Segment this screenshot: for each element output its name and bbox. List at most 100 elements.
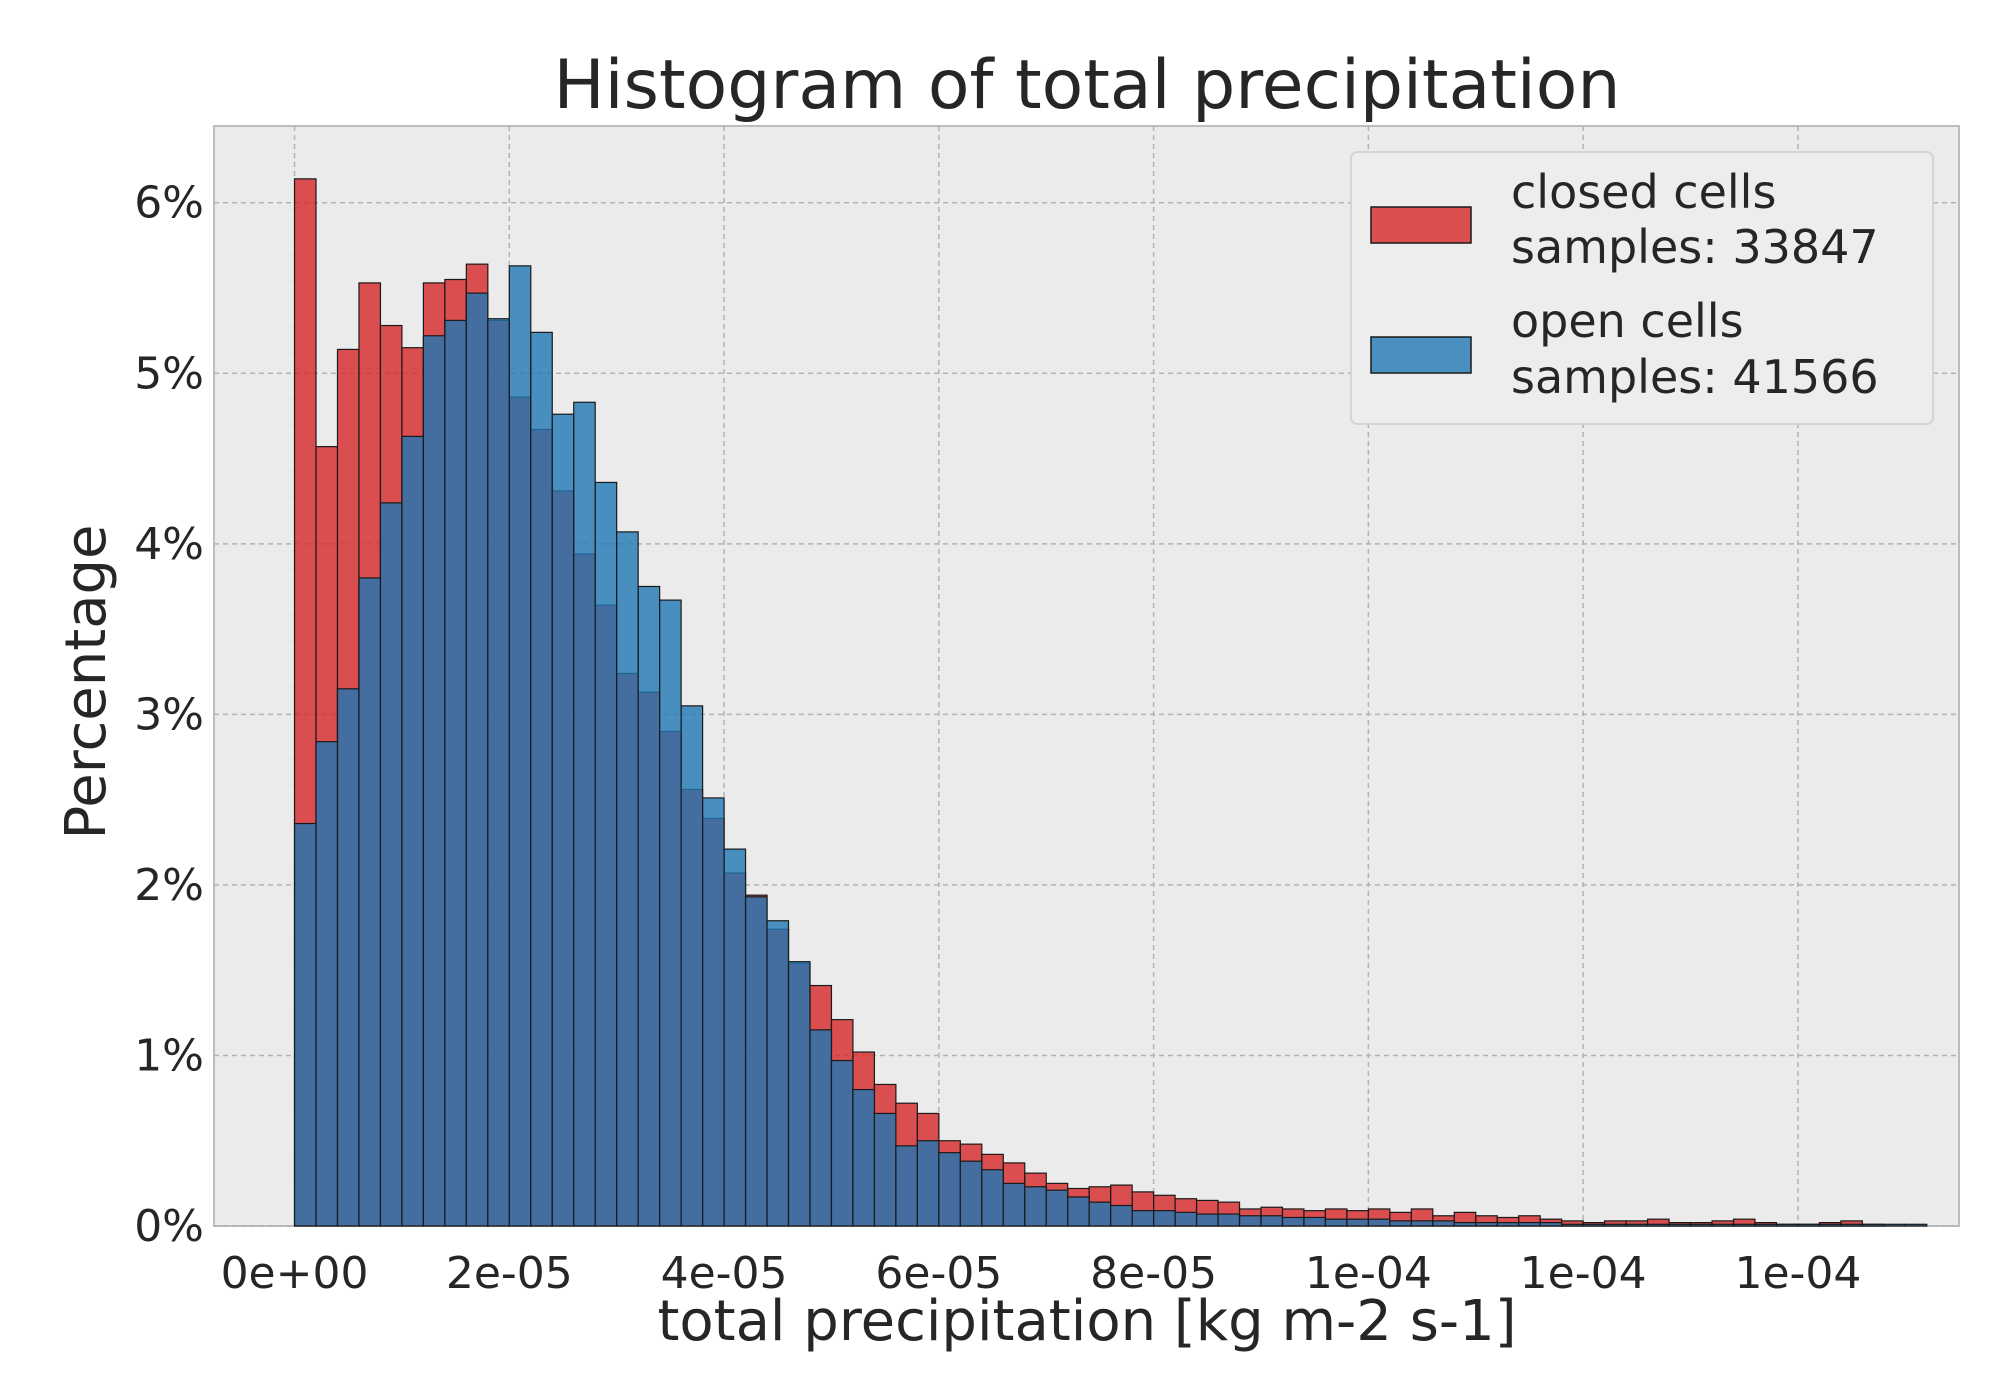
open-cells-bars	[293, 265, 1928, 1227]
bar-open-cells	[1754, 1223, 1778, 1227]
chart-title: Histogram of total precipitation	[553, 46, 1620, 125]
x-tick-label: 8e-05	[1090, 1248, 1217, 1299]
bar-open-cells	[873, 1112, 897, 1227]
legend-swatch-open-cells	[1370, 336, 1472, 374]
bar-open-cells	[1561, 1223, 1584, 1227]
bar-open-cells	[551, 413, 575, 1227]
legend-samples-open-cells: samples: 41566	[1511, 350, 1879, 404]
bar-open-cells	[1646, 1223, 1670, 1227]
bar-open-cells	[809, 1029, 833, 1227]
y-tick-label: 0%	[134, 1201, 204, 1252]
y-tick-label: 2%	[134, 860, 204, 911]
y-tick-label: 4%	[134, 519, 204, 570]
bar-open-cells	[787, 961, 811, 1227]
bar-open-cells	[1174, 1211, 1198, 1227]
y-tick-label: 5%	[134, 348, 204, 399]
bar-open-cells	[465, 292, 489, 1227]
legend-label-closed-cells: closed cells	[1511, 165, 1776, 219]
bar-open-cells	[1110, 1204, 1133, 1227]
x-tick-label: 0e+00	[221, 1248, 369, 1299]
bar-open-cells	[981, 1169, 1004, 1227]
bar-open-cells	[358, 577, 382, 1227]
legend-swatch-closed-cells	[1370, 206, 1472, 244]
legend: closed cells samples: 33847 open cells s…	[1350, 151, 1934, 425]
bar-open-cells	[1732, 1223, 1756, 1227]
bar-open-cells	[1281, 1216, 1305, 1227]
bar-open-cells	[1195, 1213, 1219, 1227]
legend-samples-closed-cells: samples: 33847	[1511, 220, 1879, 274]
bar-open-cells	[1604, 1223, 1627, 1227]
bar-open-cells	[938, 1152, 961, 1227]
bar-open-cells	[1539, 1221, 1563, 1227]
bar-open-cells	[701, 797, 725, 1227]
bar-open-cells	[1432, 1220, 1455, 1227]
bar-open-cells	[1410, 1220, 1434, 1227]
bar-open-cells	[1818, 1223, 1842, 1227]
bar-open-cells	[1238, 1215, 1262, 1227]
x-axis-ticks: 0e+00 2e-05 4e-05 6e-05 8e-05 1e-04 1e-04 1e-04	[221, 1248, 1862, 1299]
bar-open-cells	[916, 1140, 940, 1227]
bar-open-cells	[1582, 1223, 1606, 1227]
legend-frame	[1350, 151, 1934, 425]
bar-open-cells	[1518, 1221, 1541, 1227]
bar-open-cells	[293, 822, 317, 1227]
bar-open-cells	[744, 896, 768, 1227]
x-tick-label: 1e-04	[1520, 1248, 1647, 1299]
bar-open-cells	[1324, 1218, 1348, 1227]
bar-open-cells	[1475, 1221, 1498, 1227]
x-tick-label: 1e-04	[1734, 1248, 1861, 1299]
bar-open-cells	[336, 688, 360, 1227]
bar-open-cells	[852, 1088, 876, 1227]
bar-open-cells	[616, 531, 639, 1227]
bar-open-cells	[1668, 1223, 1692, 1227]
x-tick-label: 4e-05	[661, 1248, 788, 1299]
bar-open-cells	[1389, 1220, 1412, 1227]
bar-open-cells	[379, 502, 403, 1227]
bar-open-cells	[680, 705, 704, 1227]
bar-open-cells	[1453, 1221, 1477, 1227]
bar-open-cells	[444, 319, 467, 1227]
bar-open-cells	[1883, 1223, 1906, 1227]
y-axis-ticks: 0% 1% 2% 3% 4% 5% 6%	[134, 178, 204, 1252]
bar-open-cells	[766, 920, 790, 1227]
y-tick-label: 6%	[134, 178, 204, 229]
bar-open-cells	[637, 585, 661, 1227]
bar-open-cells	[573, 401, 596, 1227]
bar-open-cells	[1689, 1223, 1713, 1227]
bar-open-cells	[422, 335, 446, 1227]
x-tick-label: 6e-05	[875, 1248, 1002, 1299]
bar-open-cells	[659, 599, 682, 1227]
bar-open-cells	[1797, 1223, 1821, 1227]
bar-open-cells	[895, 1145, 918, 1227]
bar-open-cells	[959, 1160, 983, 1227]
bar-open-cells	[1367, 1218, 1391, 1227]
bar-open-cells	[508, 265, 532, 1227]
bar-open-cells	[1840, 1223, 1863, 1227]
bar-open-cells	[1217, 1213, 1241, 1227]
bar-open-cells	[594, 481, 618, 1227]
bar-open-cells	[1711, 1223, 1735, 1227]
bar-open-cells	[830, 1059, 854, 1227]
legend-label-open-cells: open cells	[1511, 294, 1744, 348]
bar-open-cells	[401, 435, 424, 1227]
x-axis-label: total precipitation [kg m-2 s-1]	[657, 1289, 1516, 1354]
x-tick-label: 2e-05	[446, 1248, 573, 1299]
bar-open-cells	[1625, 1223, 1649, 1227]
y-tick-label: 3%	[134, 689, 204, 740]
bar-open-cells	[1775, 1223, 1799, 1227]
bar-open-cells	[1024, 1186, 1047, 1227]
bar-open-cells	[315, 741, 339, 1227]
bar-open-cells	[723, 848, 747, 1227]
bar-open-cells	[1067, 1196, 1090, 1227]
x-tick-label: 1e-04	[1305, 1248, 1432, 1299]
bar-open-cells	[1904, 1223, 1928, 1227]
bar-open-cells	[487, 318, 510, 1227]
bar-open-cells	[1088, 1201, 1112, 1227]
bar-open-cells	[1260, 1215, 1284, 1227]
bar-open-cells	[1303, 1216, 1327, 1227]
bar-open-cells	[530, 331, 553, 1227]
bar-open-cells	[1496, 1221, 1520, 1227]
y-tick-label: 1%	[134, 1030, 204, 1081]
bar-open-cells	[1045, 1189, 1069, 1227]
